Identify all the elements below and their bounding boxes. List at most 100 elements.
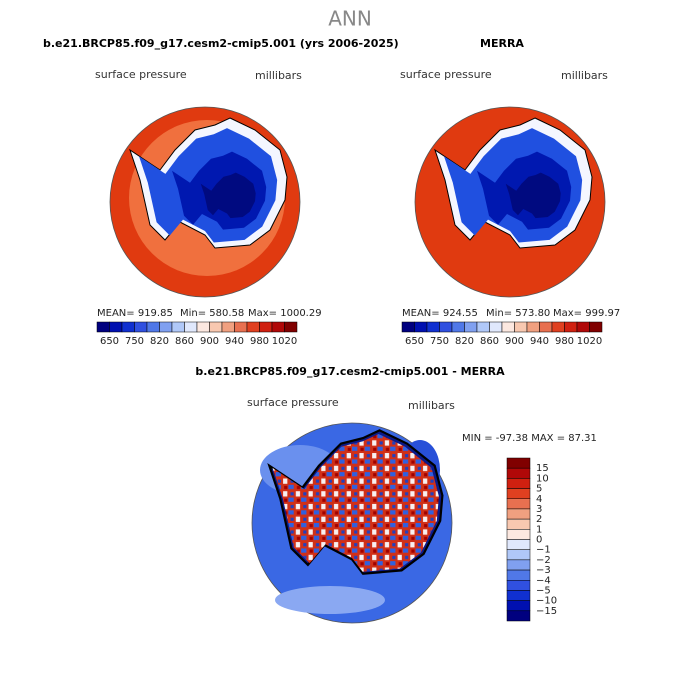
stat: Min= 573.80 [486, 308, 550, 319]
colorbar-box [96, 321, 110, 333]
colorbar-box [506, 569, 531, 581]
colorbar-label: 1020 [272, 336, 297, 347]
map [109, 106, 301, 298]
units-label: millibars [408, 399, 455, 412]
colorbar-label: 860 [480, 336, 499, 347]
colorbar-label: 3 [536, 504, 542, 515]
stat: Min= 580.58 [180, 308, 244, 319]
colorbar-box [506, 539, 531, 550]
colorbar-label: −3 [536, 565, 551, 576]
colorbar-box [589, 321, 603, 333]
colorbar-box [146, 321, 160, 333]
colorbar-box [539, 321, 553, 333]
variable-label: surface pressure [247, 396, 339, 409]
colorbar-box [414, 321, 428, 333]
stat: Max= 999.97 [553, 308, 620, 319]
colorbar-box [506, 508, 531, 520]
colorbar-label: −1 [536, 545, 551, 556]
colorbar-label: −2 [536, 555, 551, 566]
colorbar-box [514, 321, 528, 333]
colorbar-label: 650 [405, 336, 424, 347]
colorbar-label: 940 [225, 336, 244, 347]
stat: MEAN= 919.85 [97, 308, 173, 319]
colorbar-label: 900 [200, 336, 219, 347]
colorbar-box [506, 590, 531, 601]
map [251, 422, 453, 624]
colorbar-label: 0 [536, 535, 542, 546]
colorbar-box [506, 559, 531, 571]
colorbar-label: 5 [536, 484, 542, 495]
colorbar-box [196, 321, 210, 333]
colorbar-box [246, 321, 260, 333]
colorbar-box [476, 321, 490, 333]
colorbar-label: 1020 [577, 336, 602, 347]
colorbar-label: 860 [175, 336, 194, 347]
colorbar-box [171, 321, 185, 333]
colorbar-label: 820 [150, 336, 169, 347]
figure-title: ANN [328, 7, 372, 31]
colorbar-box [184, 321, 198, 333]
colorbar-box [426, 321, 440, 333]
variable-label: surface pressure [95, 68, 187, 81]
colorbar-box [506, 478, 531, 489]
colorbar-label: 980 [555, 336, 574, 347]
colorbar-label: 980 [250, 336, 269, 347]
colorbar-box [439, 321, 453, 333]
colorbar-box [401, 321, 415, 333]
colorbar-box [506, 457, 531, 469]
colorbar-label: 900 [505, 336, 524, 347]
colorbar-box [576, 321, 590, 333]
colorbar-label: 750 [430, 336, 449, 347]
colorbar-label: 820 [455, 336, 474, 347]
colorbar: 650 750 820 860 900 940 980 1020 [401, 321, 603, 347]
colorbar-box [259, 321, 273, 333]
colorbar-label: 2 [536, 514, 542, 525]
colorbar-box [526, 321, 540, 333]
colorbar-box [506, 467, 531, 479]
colorbar-label: 650 [100, 336, 119, 347]
ocean-patch [275, 586, 385, 614]
colorbar-label: −15 [536, 606, 557, 617]
colorbar-box [134, 321, 148, 333]
colorbar-box [159, 321, 173, 333]
colorbar-label: 750 [125, 336, 144, 347]
colorbar-label: 10 [536, 473, 549, 484]
colorbar-box [489, 321, 503, 333]
colorbar-box [121, 321, 135, 333]
colorbar-label: 940 [530, 336, 549, 347]
colorbar-box [506, 580, 531, 591]
panel-title: b.e21.BRCP85.f09_g17.cesm2-cmip5.001 - M… [195, 365, 505, 378]
colorbar-box [464, 321, 478, 333]
colorbar-label: −5 [536, 585, 551, 596]
panel-title: MERRA [480, 37, 524, 50]
panel-title: b.e21.BRCP85.f09_g17.cesm2-cmip5.001 (yr… [43, 37, 399, 50]
colorbar-box [221, 321, 235, 333]
units-label: millibars [255, 69, 302, 82]
colorbar-label: 15 [536, 463, 549, 474]
colorbar-box [284, 321, 298, 333]
colorbar-box [501, 321, 515, 333]
colorbar-box [234, 321, 248, 333]
colorbar-label: 4 [536, 494, 542, 505]
colorbar-box [271, 321, 285, 333]
stat: MEAN= 924.55 [402, 308, 478, 319]
colorbar-box [506, 518, 531, 530]
map [414, 106, 606, 298]
colorbar-box [506, 488, 531, 499]
colorbar-box [506, 529, 531, 540]
colorbar-box [506, 498, 531, 510]
colorbar-box [564, 321, 578, 333]
units-label: millibars [561, 69, 608, 82]
colorbar: 650 750 820 860 900 940 980 1020 [96, 321, 298, 347]
colorbar-label: −10 [536, 596, 557, 607]
colorbar-box [506, 600, 531, 612]
stat: Max= 1000.29 [248, 308, 322, 319]
colorbar-box [209, 321, 223, 333]
colorbar-box [506, 549, 531, 561]
colorbar-box [506, 610, 531, 622]
colorbar-label: −4 [536, 575, 551, 586]
variable-label: surface pressure [400, 68, 492, 81]
colorbar-box [551, 321, 565, 333]
